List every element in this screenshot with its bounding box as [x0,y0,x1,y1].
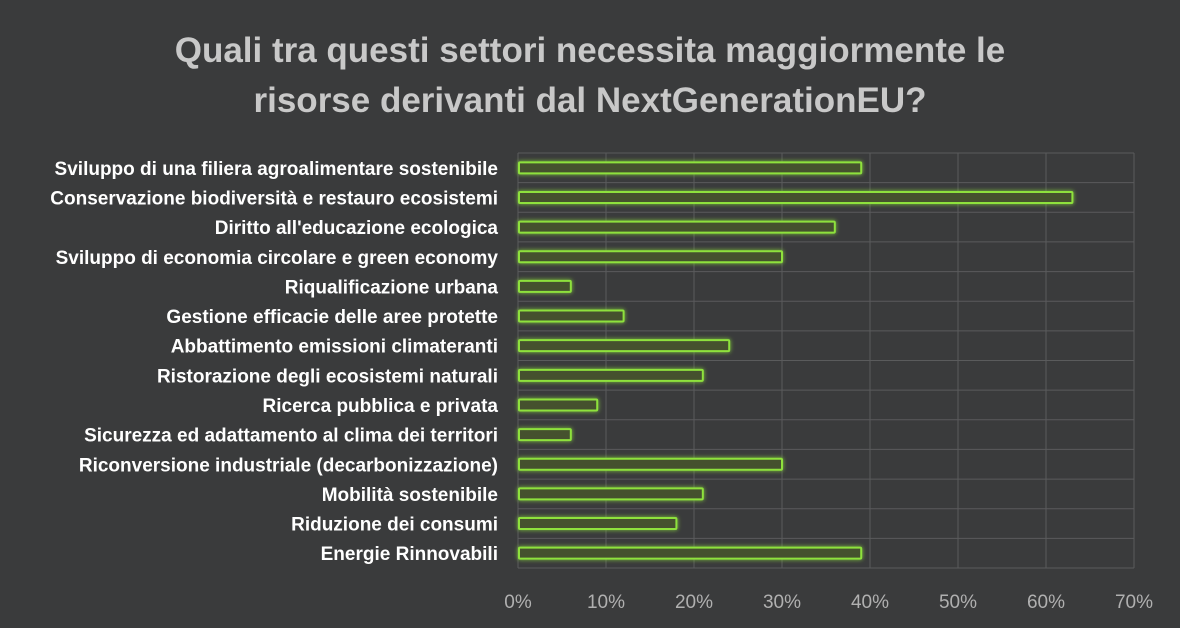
x-axis-tick-labels: 0% 10% 20% 30% 40% 50% 60% 70% [504,592,1153,613]
category-label: Abbattimento emissioni climateranti [171,337,498,358]
category-label: Sviluppo di economia circolare e green e… [56,248,499,269]
category-label: Riqualificazione urbana [285,277,499,298]
x-tick-label: 20% [675,592,713,613]
bar [518,517,678,531]
chart-title: Quali tra questi settori necessita maggi… [0,26,1180,126]
bar [518,190,1074,204]
category-label: Ricerca pubblica e privata [263,396,499,417]
category-label: Conservazione biodiversità e restauro ec… [50,188,498,209]
category-label: Energie Rinnovabili [321,544,498,565]
x-tick-label: 10% [587,592,625,613]
category-label: Diritto all'educazione ecologica [215,218,499,239]
category-label: Sviluppo di una filiera agroalimentare s… [55,159,498,180]
category-label: Ristorazione degli ecosistemi naturali [157,366,498,387]
x-tick-label: 60% [1027,592,1065,613]
x-tick-label: 70% [1115,592,1153,613]
bar [518,220,836,234]
bars [518,161,1074,560]
x-tick-label: 50% [939,592,977,613]
gridlines [517,152,1135,569]
bar [518,428,572,442]
bar [518,309,625,323]
x-tick-label: 0% [504,592,532,613]
bar [518,250,783,264]
bar [518,339,731,353]
bar [518,368,704,382]
category-label: Mobilità sostenibile [322,485,498,506]
category-label: Riduzione dei consumi [291,515,498,536]
category-label: Sicurezza ed adattamento al clima dei te… [84,426,498,447]
chart-title-line-2: risorse derivanti dal NextGenerationEU? [253,81,927,120]
bar [518,161,863,175]
chart-title-line-1: Quali tra questi settori necessita maggi… [174,31,1006,70]
x-tick-label: 30% [763,592,801,613]
category-label: Riconversione industriale (decarbonizzaz… [79,455,498,476]
x-tick-label: 40% [851,592,889,613]
bar [518,487,704,501]
bar [518,457,783,471]
bar [518,279,572,293]
bar [518,398,599,412]
bar [518,546,863,560]
category-label: Gestione efficacie delle aree protette [166,307,498,328]
category-labels: Sviluppo di una filiera agroalimentare s… [50,159,498,565]
